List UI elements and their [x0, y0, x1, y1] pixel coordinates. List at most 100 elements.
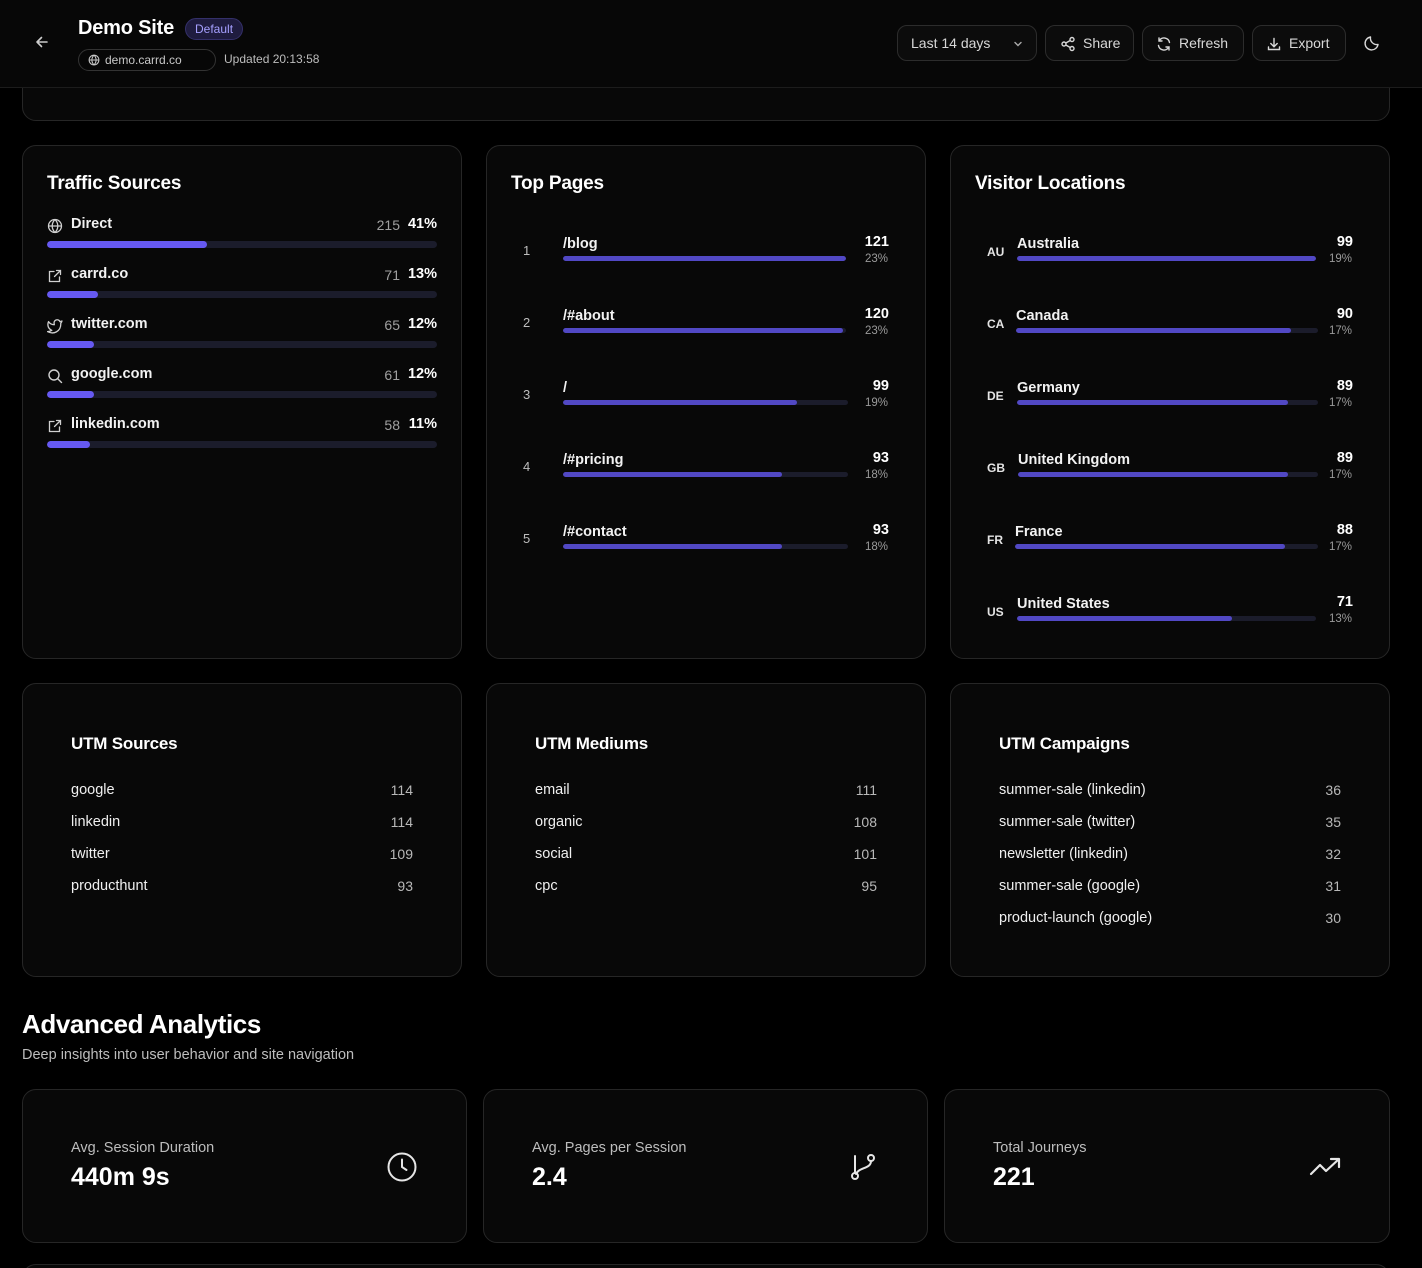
traffic-source-row[interactable]: twitter.com 65 12%: [47, 316, 437, 356]
country-name: Canada: [1016, 308, 1069, 324]
traffic-source-row[interactable]: Direct 215 41%: [47, 216, 437, 256]
utm-sources-title: UTM Sources: [71, 734, 178, 753]
page-progress-fill: [563, 328, 844, 333]
date-range-label: Last 14 days: [911, 35, 991, 51]
utm-source-name: google: [71, 782, 115, 798]
stat-label: Avg. Pages per Session: [532, 1140, 687, 1156]
top-page-row[interactable]: 1 /blog 121 23%: [487, 228, 925, 288]
source-count: 65: [384, 317, 400, 333]
utm-medium-value: 108: [853, 814, 877, 830]
stat-value: 2.4: [532, 1163, 567, 1191]
visitor-locations-card: Visitor Locations AU Australia 99 19% CA…: [950, 145, 1390, 659]
traffic-source-row[interactable]: carrd.co 71 13%: [47, 266, 437, 306]
location-progress-fill: [1017, 616, 1233, 621]
source-progress: [47, 391, 437, 398]
location-row[interactable]: US United States 71 13%: [951, 588, 1389, 648]
back-arrow-icon[interactable]: [32, 32, 52, 52]
country-code: GB: [987, 461, 1005, 475]
domain-pill[interactable]: demo.carrd.co: [78, 49, 216, 71]
traffic-source-row[interactable]: linkedin.com 58 11%: [47, 416, 437, 456]
page-path: /blog: [563, 236, 598, 252]
utm-source-value: 114: [390, 782, 413, 798]
location-progress-fill: [1017, 256, 1316, 261]
download-icon: [1267, 37, 1281, 51]
traffic-source-row[interactable]: google.com 61 12%: [47, 366, 437, 406]
location-progress: [1015, 544, 1318, 549]
location-progress: [1016, 328, 1318, 333]
country-code: AU: [987, 245, 1005, 259]
utm-medium-value: 111: [855, 782, 877, 798]
utm-campaign-value: 32: [1325, 846, 1341, 862]
location-progress: [1017, 256, 1316, 261]
country-code: US: [987, 605, 1004, 619]
source-progress-fill: [47, 291, 98, 298]
page-count: 121: [864, 234, 889, 250]
location-row[interactable]: CA Canada 90 17%: [951, 300, 1389, 360]
source-progress: [47, 291, 437, 298]
page-percent: 23%: [864, 253, 888, 265]
utm-campaign-value: 36: [1325, 782, 1341, 798]
top-pages-card: Top Pages 1 /blog 121 23% 2 /#about 120 …: [486, 145, 926, 659]
location-progress: [1017, 616, 1316, 621]
share-icon: [1061, 36, 1075, 52]
site-title: Demo Site: [78, 17, 175, 39]
location-row[interactable]: DE Germany 89 17%: [951, 372, 1389, 432]
location-row[interactable]: GB United Kingdom 89 17%: [951, 444, 1389, 504]
location-row[interactable]: FR France 88 17%: [951, 516, 1389, 576]
location-progress-fill: [1015, 544, 1285, 549]
top-page-row[interactable]: 2 /#about 120 23%: [487, 300, 925, 360]
top-page-row[interactable]: 3 / 99 19%: [487, 372, 925, 432]
country-name: France: [1015, 524, 1063, 540]
utm-sources-card: UTM Sources google 114 linkedin 114 twit…: [22, 683, 462, 977]
date-range-select[interactable]: Last 14 days: [897, 25, 1037, 61]
page-progress: [563, 328, 846, 333]
location-percent: 17%: [1328, 469, 1352, 481]
refresh-button[interactable]: Refresh: [1142, 25, 1244, 61]
source-percent: 12%: [407, 366, 437, 382]
source-name: Direct: [71, 216, 113, 232]
stat-label: Avg. Session Duration: [71, 1140, 215, 1156]
page-path: /#pricing: [563, 452, 624, 468]
advanced-analytics-heading: Advanced Analytics: [22, 1009, 261, 1039]
utm-campaigns-title: UTM Campaigns: [999, 734, 1130, 753]
country-name: United States: [1017, 596, 1110, 612]
export-label: Export: [1289, 35, 1330, 51]
utm-source-name: producthunt: [71, 878, 148, 894]
clock-icon: [387, 1152, 417, 1182]
source-count: 215: [376, 217, 400, 233]
chevron-down-icon: [1014, 41, 1022, 47]
location-count: 89: [1336, 378, 1353, 394]
page-percent: 18%: [864, 469, 888, 481]
country-name: Germany: [1017, 380, 1080, 396]
utm-source-value: 93: [397, 878, 413, 894]
utm-medium-name: social: [535, 846, 573, 862]
utm-campaigns-card: UTM Campaigns summer-sale (linkedin) 36 …: [950, 683, 1390, 977]
export-button[interactable]: Export: [1252, 25, 1346, 61]
moon-icon[interactable]: [1363, 34, 1381, 52]
utm-mediums-title: UTM Mediums: [535, 734, 649, 753]
share-button[interactable]: Share: [1045, 25, 1134, 61]
utm-source-name: linkedin: [71, 814, 121, 830]
location-progress-fill: [1016, 328, 1291, 333]
page-path: /#contact: [563, 524, 627, 540]
page-path: /#about: [563, 308, 615, 324]
location-progress: [1018, 472, 1318, 477]
domain-text: demo.carrd.co: [105, 53, 182, 67]
utm-campaign-name: product-launch (google): [999, 910, 1153, 926]
location-percent: 17%: [1328, 325, 1352, 337]
utm-medium-name: organic: [535, 814, 583, 830]
page-percent: 18%: [864, 541, 888, 553]
country-name: United Kingdom: [1018, 452, 1130, 468]
source-percent: 12%: [407, 316, 437, 332]
page-progress-fill: [563, 256, 846, 261]
page-progress-fill: [563, 544, 783, 549]
top-page-row[interactable]: 5 /#contact 93 18%: [487, 516, 925, 576]
page-count: 93: [872, 450, 889, 466]
stat-value: 440m 9s: [71, 1163, 170, 1191]
source-progress-fill: [47, 391, 94, 398]
top-pages-title: Top Pages: [511, 173, 604, 194]
top-page-row[interactable]: 4 /#pricing 93 18%: [487, 444, 925, 504]
utm-source-name: twitter: [71, 846, 110, 862]
location-percent: 19%: [1328, 253, 1352, 265]
location-row[interactable]: AU Australia 99 19%: [951, 228, 1389, 288]
